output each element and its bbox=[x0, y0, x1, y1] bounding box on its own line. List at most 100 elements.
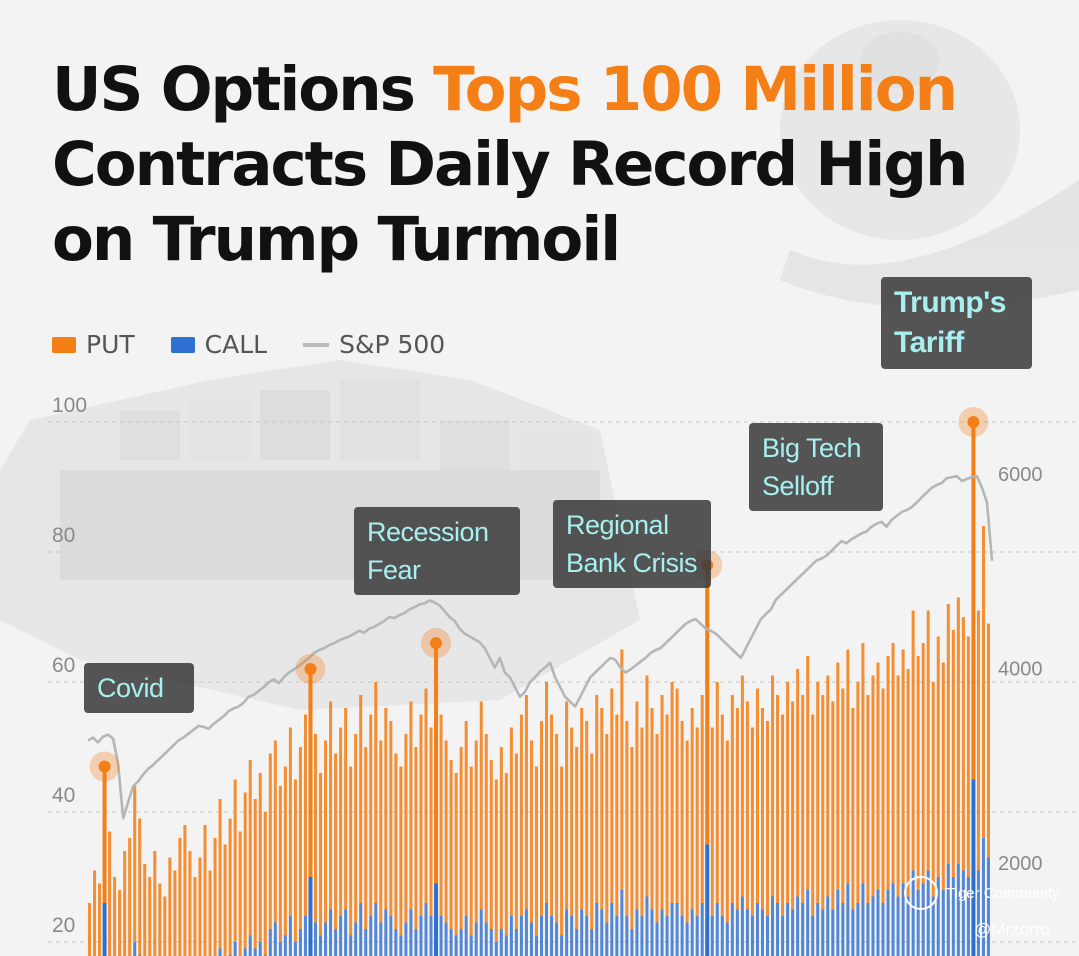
put-bar bbox=[781, 714, 785, 916]
call-bar bbox=[489, 929, 493, 956]
call-bar bbox=[389, 916, 393, 956]
call-bar bbox=[479, 909, 483, 956]
put-bar bbox=[650, 708, 654, 910]
put-bar bbox=[213, 838, 217, 956]
call-bar bbox=[866, 903, 870, 956]
call-bar bbox=[926, 870, 930, 956]
call-bar bbox=[359, 903, 363, 956]
callout-covid-line-1: Covid bbox=[97, 673, 164, 703]
put-bar bbox=[419, 714, 423, 916]
call-bar bbox=[766, 916, 770, 956]
put-bar bbox=[243, 792, 247, 949]
put-bar bbox=[680, 721, 684, 916]
call-bar bbox=[620, 890, 624, 956]
call-bar bbox=[504, 935, 508, 956]
put-bar bbox=[183, 825, 187, 956]
call-bar bbox=[258, 942, 262, 956]
put-bar bbox=[826, 675, 830, 897]
callout-bigtech-line-1: Big Tech bbox=[762, 433, 862, 463]
put-bar bbox=[695, 727, 699, 916]
spike-put-bar bbox=[308, 669, 313, 877]
call-bar bbox=[771, 896, 775, 956]
call-bar bbox=[293, 942, 297, 956]
put-bar bbox=[138, 818, 142, 955]
call-bar bbox=[268, 929, 272, 956]
spike-marker bbox=[430, 637, 442, 649]
put-bar bbox=[861, 643, 865, 884]
call-bar bbox=[876, 890, 880, 956]
sp500-line-group bbox=[87, 474, 994, 820]
put-bar bbox=[464, 721, 468, 916]
put-bar bbox=[228, 818, 232, 955]
call-bar bbox=[786, 903, 790, 956]
put-bar bbox=[163, 896, 167, 956]
put-bar bbox=[394, 753, 398, 929]
put-bar bbox=[263, 812, 267, 955]
put-bar bbox=[283, 766, 287, 936]
call-bar bbox=[715, 903, 719, 956]
call-bar bbox=[781, 916, 785, 956]
call-bar bbox=[419, 916, 423, 956]
put-bar bbox=[771, 675, 775, 897]
put-bar bbox=[961, 617, 965, 871]
put-bar bbox=[198, 857, 202, 956]
put-bar bbox=[836, 662, 840, 890]
put-bar bbox=[489, 760, 493, 929]
call-bar bbox=[394, 929, 398, 956]
put-bar bbox=[590, 753, 594, 929]
call-bar bbox=[334, 929, 338, 956]
put-bar bbox=[424, 688, 428, 903]
title-accent: Tops 100 Million bbox=[433, 54, 958, 125]
call-bar bbox=[896, 896, 900, 956]
call-bar bbox=[474, 922, 478, 956]
call-bar bbox=[826, 896, 830, 956]
put-bar bbox=[720, 714, 724, 916]
put-bar bbox=[88, 903, 92, 956]
put-bar bbox=[806, 656, 810, 890]
put-bar bbox=[585, 721, 589, 916]
spike-call-bar bbox=[705, 844, 710, 956]
put-bar bbox=[404, 734, 408, 923]
call-bar bbox=[354, 922, 358, 956]
title-line-3: on Trump Turmoil bbox=[52, 204, 621, 275]
left-tick-label: 100 bbox=[52, 394, 87, 417]
call-bar bbox=[916, 890, 920, 956]
put-bar bbox=[906, 669, 910, 897]
put-bar bbox=[454, 773, 458, 936]
call-bar bbox=[811, 916, 815, 956]
call-bar bbox=[886, 890, 890, 956]
put-bar bbox=[740, 675, 744, 897]
call-bar bbox=[248, 935, 252, 956]
put-bar bbox=[459, 747, 463, 929]
put-bar bbox=[409, 701, 413, 910]
call-bar bbox=[630, 929, 634, 956]
watermark-handle: @Mrzorro bbox=[974, 920, 1050, 939]
callout-big-tech-selloff: Big Tech Selloff bbox=[749, 423, 883, 511]
call-bar bbox=[675, 903, 679, 956]
call-bar bbox=[685, 922, 689, 956]
call-bar bbox=[635, 909, 639, 956]
call-bar bbox=[555, 922, 559, 956]
call-bar bbox=[273, 922, 277, 956]
spike-call-bar bbox=[434, 883, 439, 956]
put-bar bbox=[178, 838, 182, 956]
put-bar bbox=[384, 708, 388, 910]
put-bar bbox=[575, 747, 579, 929]
spike-put-bar bbox=[102, 766, 107, 903]
call-bar bbox=[414, 929, 418, 956]
call-bar bbox=[560, 935, 564, 956]
put-bar bbox=[846, 649, 850, 884]
call-bar bbox=[836, 890, 840, 956]
put-bar bbox=[389, 721, 393, 916]
call-bar bbox=[540, 916, 544, 956]
page-title: US Options Tops 100 Million Contracts Da… bbox=[52, 52, 968, 277]
volume-bars bbox=[88, 526, 990, 956]
put-bar bbox=[218, 799, 222, 949]
put-bar bbox=[494, 779, 498, 942]
put-bar bbox=[399, 766, 403, 936]
call-bar bbox=[670, 903, 674, 956]
callout-regional-bank-crisis: Regional Bank Crisis bbox=[553, 500, 711, 588]
put-bar bbox=[268, 753, 272, 929]
put-bar bbox=[298, 747, 302, 929]
call-bar bbox=[233, 942, 237, 956]
